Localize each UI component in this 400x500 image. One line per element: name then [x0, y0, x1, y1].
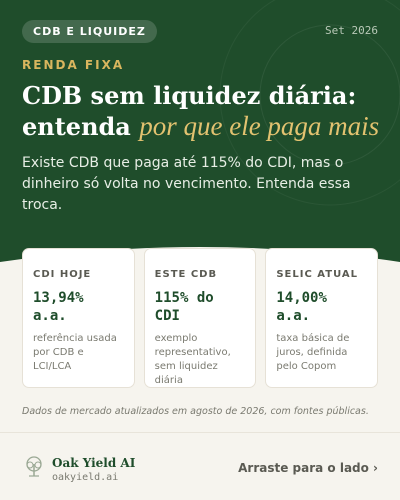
badge: CDB E LIQUIDEZ: [22, 20, 157, 43]
headline: CDB sem liquidez diária: entenda por que …: [22, 80, 382, 142]
cards: CDI HOJE 13,94% a.a. referência usada po…: [22, 248, 379, 388]
site: oakyield.ai: [52, 472, 119, 483]
logo: [26, 456, 42, 477]
card: SELIC ATUAL 14,00% a.a. taxa básica de j…: [265, 248, 379, 388]
card: ESTE CDB 115% do CDI exemplo representat…: [143, 248, 257, 388]
card-label: SELIC ATUAL: [276, 269, 358, 280]
card-value: 13,94% a.a.: [33, 290, 84, 324]
swipe-hint: Arraste para o lado ›: [238, 461, 378, 475]
headline-emphasis: por que ele paga mais: [139, 111, 380, 141]
card-note: referência usada por CDB e LCI/LCA: [33, 333, 117, 372]
card-label: CDI HOJE: [33, 269, 92, 280]
card-note: exemplo representativo, sem liquidez diá…: [154, 333, 231, 386]
headline-line: entenda: [22, 112, 131, 141]
kicker: RENDA FIXA: [22, 58, 125, 72]
card-note: taxa básica de juros, definida pelo Copo…: [276, 333, 350, 372]
footnote: Dados de mercado atualizados em agosto d…: [22, 406, 369, 417]
date: Set 2026: [325, 24, 378, 37]
card-value: 14,00% a.a.: [276, 290, 327, 324]
card: CDI HOJE 13,94% a.a. referência usada po…: [22, 248, 135, 388]
headline-line: CDB sem liquidez diária:: [22, 81, 357, 110]
card-value: 115% do CDI: [154, 290, 214, 324]
card-label: ESTE CDB: [154, 269, 218, 280]
hero-background: [0, 0, 400, 262]
brand: Oak Yield AI: [52, 456, 136, 470]
divider: [0, 432, 400, 433]
intro: Existe CDB que paga até 115% do CDI, mas…: [22, 155, 351, 213]
